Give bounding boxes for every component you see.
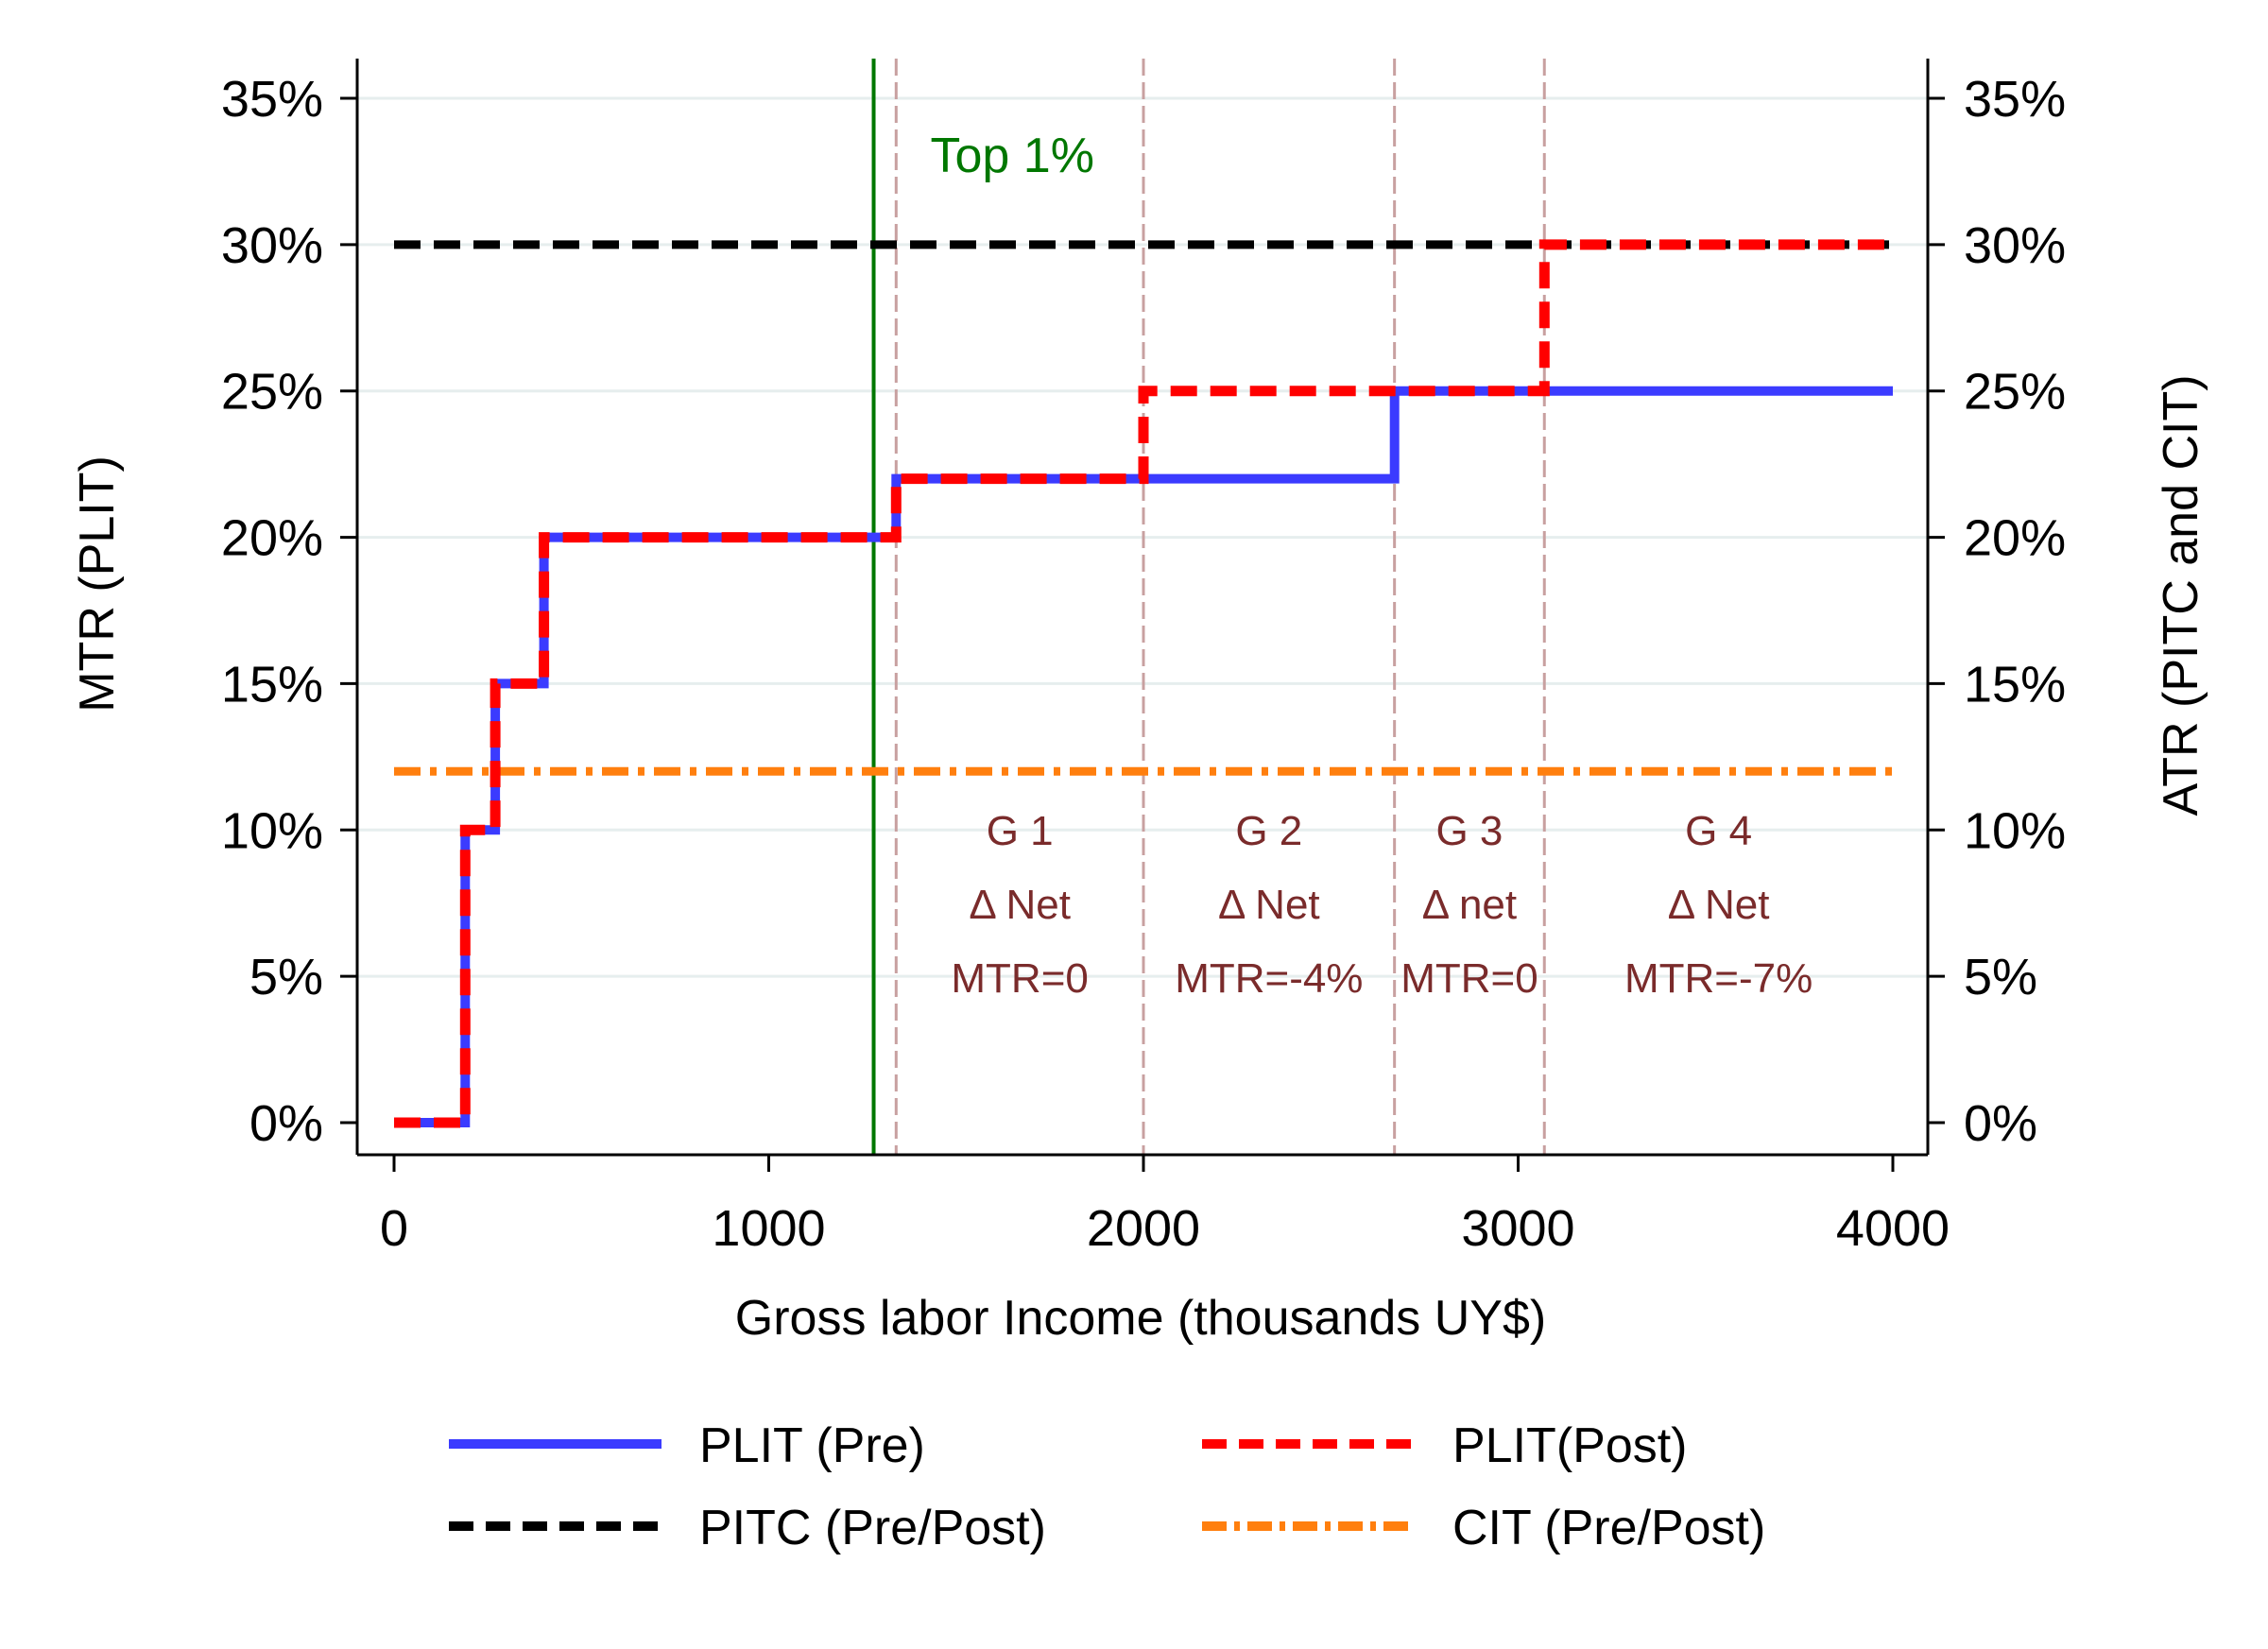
series-line-plit-post <box>394 239 1893 1128</box>
group-mtr-label: MTR=-4% <box>1175 955 1363 1002</box>
legend-label-plit-pre: PLIT (Pre) <box>699 1418 925 1473</box>
legend: PLIT (Pre) PLIT(Post) PITC (Pre/Post) CI… <box>449 1418 1765 1555</box>
x-tick-label: 3000 <box>1461 1200 1574 1257</box>
annotations: Top 1% G 1 Δ Net MTR=0 G 2 Δ Net MTR=-4% G 3 Δ n… <box>931 129 1813 1002</box>
y-tick-label-left: 20% <box>221 510 323 567</box>
group-name-label: G 3 <box>1435 808 1503 854</box>
y-tick-label-right: 30% <box>1964 217 2066 274</box>
x-tick-label: 0 <box>380 1200 408 1257</box>
group-name-label: G 2 <box>1235 808 1302 854</box>
y-tick-label-left: 15% <box>221 656 323 713</box>
series-lines <box>394 239 1893 1128</box>
group-delta-label: Δ Net <box>969 882 1071 928</box>
x-axis-title: Gross labor Income (thousands UY$) <box>735 1291 1546 1346</box>
y-axis-left-title: MTR (PLIT) <box>70 455 125 713</box>
y-tick-label-left: 25% <box>221 364 323 421</box>
y-tick-label-right: 5% <box>1964 949 2037 1005</box>
group-delta-label: Δ net <box>1422 882 1517 928</box>
x-tick-label: 2000 <box>1087 1200 1200 1257</box>
y-tick-label-right: 10% <box>1964 802 2066 859</box>
y-tick-label-right: 20% <box>1964 510 2066 567</box>
y-tick-label-right: 25% <box>1964 364 2066 421</box>
legend-label-pitc: PITC (Pre/Post) <box>699 1501 1046 1555</box>
group-mtr-label: MTR=0 <box>1400 955 1538 1002</box>
group-name-label: G 4 <box>1685 808 1752 854</box>
y-tick-label-left: 10% <box>221 802 323 859</box>
axes: 0% 0% 5% 5% 10% 10% 15% 15% 20% 20% 25% 25% 30% 30% 35… <box>221 59 2066 1257</box>
y-tick-label-left: 35% <box>221 71 323 128</box>
group-mtr-label: MTR=-7% <box>1624 955 1813 1002</box>
x-tick-label: 4000 <box>1836 1200 1950 1257</box>
group-name-label: G 1 <box>987 808 1054 854</box>
group-mtr-label: MTR=0 <box>951 955 1088 1002</box>
legend-label-cit: CIT (Pre/Post) <box>1452 1501 1765 1555</box>
x-tick-label: 1000 <box>712 1200 825 1257</box>
y-tick-label-right: 35% <box>1964 71 2066 128</box>
y-tick-label-left: 0% <box>249 1095 323 1152</box>
y-tick-label-left: 30% <box>221 217 323 274</box>
group-delta-label: Δ Net <box>1668 882 1770 928</box>
y-axis-right-title: ATR (PITC and CIT) <box>2154 374 2208 816</box>
y-tick-label-left: 5% <box>249 949 323 1005</box>
y-tick-label-right: 0% <box>1964 1095 2037 1152</box>
y-tick-label-right: 15% <box>1964 656 2066 713</box>
group-delta-label: Δ Net <box>1218 882 1320 928</box>
legend-label-plit-post: PLIT(Post) <box>1452 1418 1688 1473</box>
series-line-plit-pre <box>394 386 1893 1127</box>
top-1-percent-label: Top 1% <box>931 129 1094 183</box>
